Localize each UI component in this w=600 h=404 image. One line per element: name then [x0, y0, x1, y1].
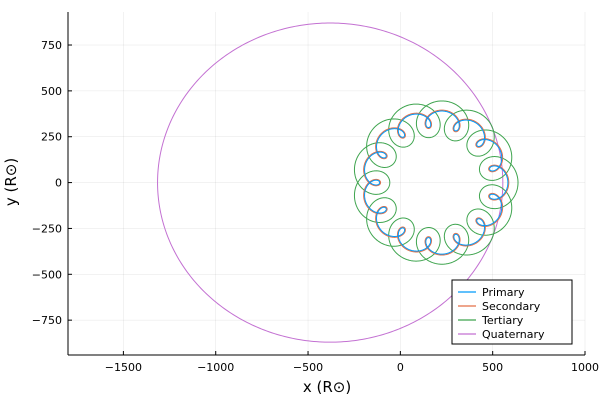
series-layer: [157, 22, 519, 343]
x-tick-label: 1000: [571, 361, 599, 374]
axes-layer: [67, 12, 585, 356]
y-tick-label: 750: [41, 39, 62, 52]
x-tick-label: −500: [293, 361, 323, 374]
y-tick-label: −500: [32, 268, 62, 281]
legend-box: [451, 279, 573, 345]
y-tick-label: 500: [41, 85, 62, 98]
y-tick-label: −750: [32, 314, 62, 327]
series-line-primary: [364, 110, 509, 255]
legend-label-primary: Primary: [482, 286, 525, 299]
legend-label-secondary: Secondary: [482, 300, 541, 313]
x-tick-label: 500: [482, 361, 503, 374]
legend-label-quaternary: Quaternary: [482, 328, 545, 341]
y-axis-label: y (R⊙): [2, 158, 20, 206]
ticks-layer: −1500 −1000 −500 0 500 1000 −750 −500 −250 0 250 50…: [32, 39, 599, 374]
x-tick-label: −1000: [197, 361, 234, 374]
legend-label-tertiary: Tertiary: [481, 314, 524, 327]
x-tick-label: −1500: [105, 361, 142, 374]
grid-layer: [68, 12, 586, 355]
x-axis-label: x (R⊙): [303, 378, 351, 396]
series-line-tertiary: [353, 100, 519, 265]
series-line-secondary: [363, 109, 510, 256]
x-tick-label: 0: [397, 361, 404, 374]
series-line-quaternary: [157, 22, 504, 343]
y-tick-label: 250: [41, 131, 62, 144]
y-tick-label: 0: [55, 177, 62, 190]
y-tick-label: −250: [32, 222, 62, 235]
